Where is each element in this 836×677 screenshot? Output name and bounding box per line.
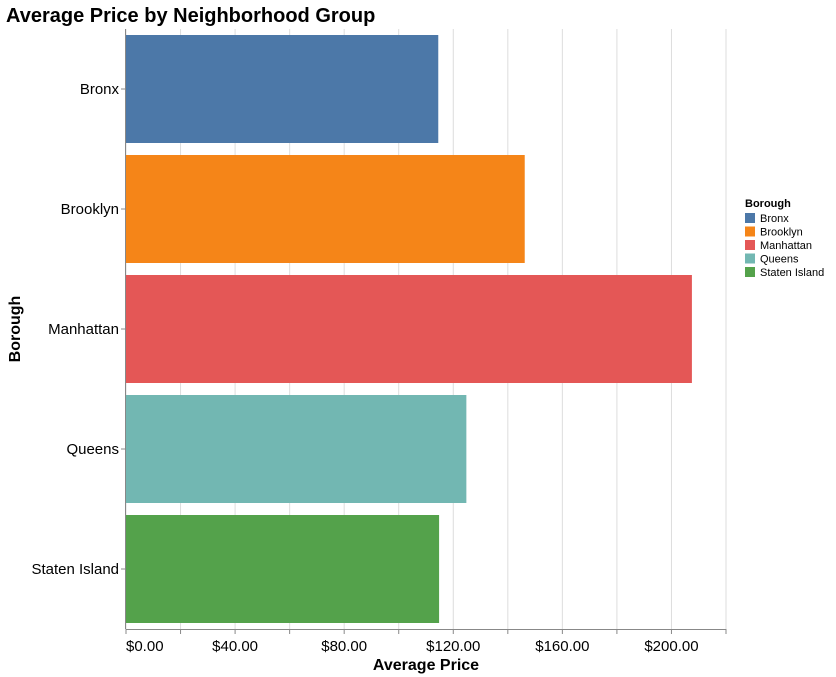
y-axis: Bronx Brooklyn Manhattan Queens Staten Islan… bbox=[31, 29, 126, 629]
y-axis-title: Borough bbox=[7, 296, 24, 363]
bar-staten-island bbox=[126, 515, 440, 623]
x-axis-title: Average Price bbox=[373, 657, 479, 674]
y-tick-label: Manhattan bbox=[48, 321, 119, 338]
legend-label: Bronx bbox=[760, 213, 789, 225]
y-tick-label: Staten Island bbox=[31, 561, 119, 578]
y-tick-label: Bronx bbox=[80, 81, 120, 98]
legend-swatch bbox=[745, 226, 755, 237]
bars bbox=[126, 35, 692, 623]
x-tick-label: $120.00 bbox=[426, 638, 480, 655]
legend-swatch bbox=[745, 253, 755, 264]
legend-swatch bbox=[745, 213, 755, 223]
legend-label: Staten Island bbox=[760, 267, 824, 279]
legend-title: Borough bbox=[745, 198, 791, 210]
x-tick-label: $160.00 bbox=[535, 638, 589, 655]
chart-title: Average Price by Neighborhood Group bbox=[6, 5, 375, 27]
x-tick-label: $200.00 bbox=[644, 638, 698, 655]
bar-brooklyn bbox=[126, 155, 525, 263]
legend-label: Manhattan bbox=[760, 240, 812, 252]
x-tick-label: $80.00 bbox=[321, 638, 367, 655]
legend-swatch bbox=[745, 267, 755, 277]
x-axis: $0.00 $40.00 $80.00 $120.00 $160.00 $200.00 bbox=[125, 629, 727, 655]
x-tick-label: $40.00 bbox=[212, 638, 258, 655]
legend-label: Brooklyn bbox=[760, 227, 803, 239]
x-tick-label: $0.00 bbox=[126, 638, 164, 655]
bar-bronx bbox=[126, 35, 439, 143]
legend-label: Queens bbox=[760, 254, 799, 266]
bar-queens bbox=[126, 395, 467, 503]
legend-swatch bbox=[745, 240, 755, 250]
y-tick-label: Queens bbox=[66, 441, 119, 458]
y-tick-label: Brooklyn bbox=[61, 201, 119, 218]
bar-manhattan bbox=[126, 275, 692, 383]
